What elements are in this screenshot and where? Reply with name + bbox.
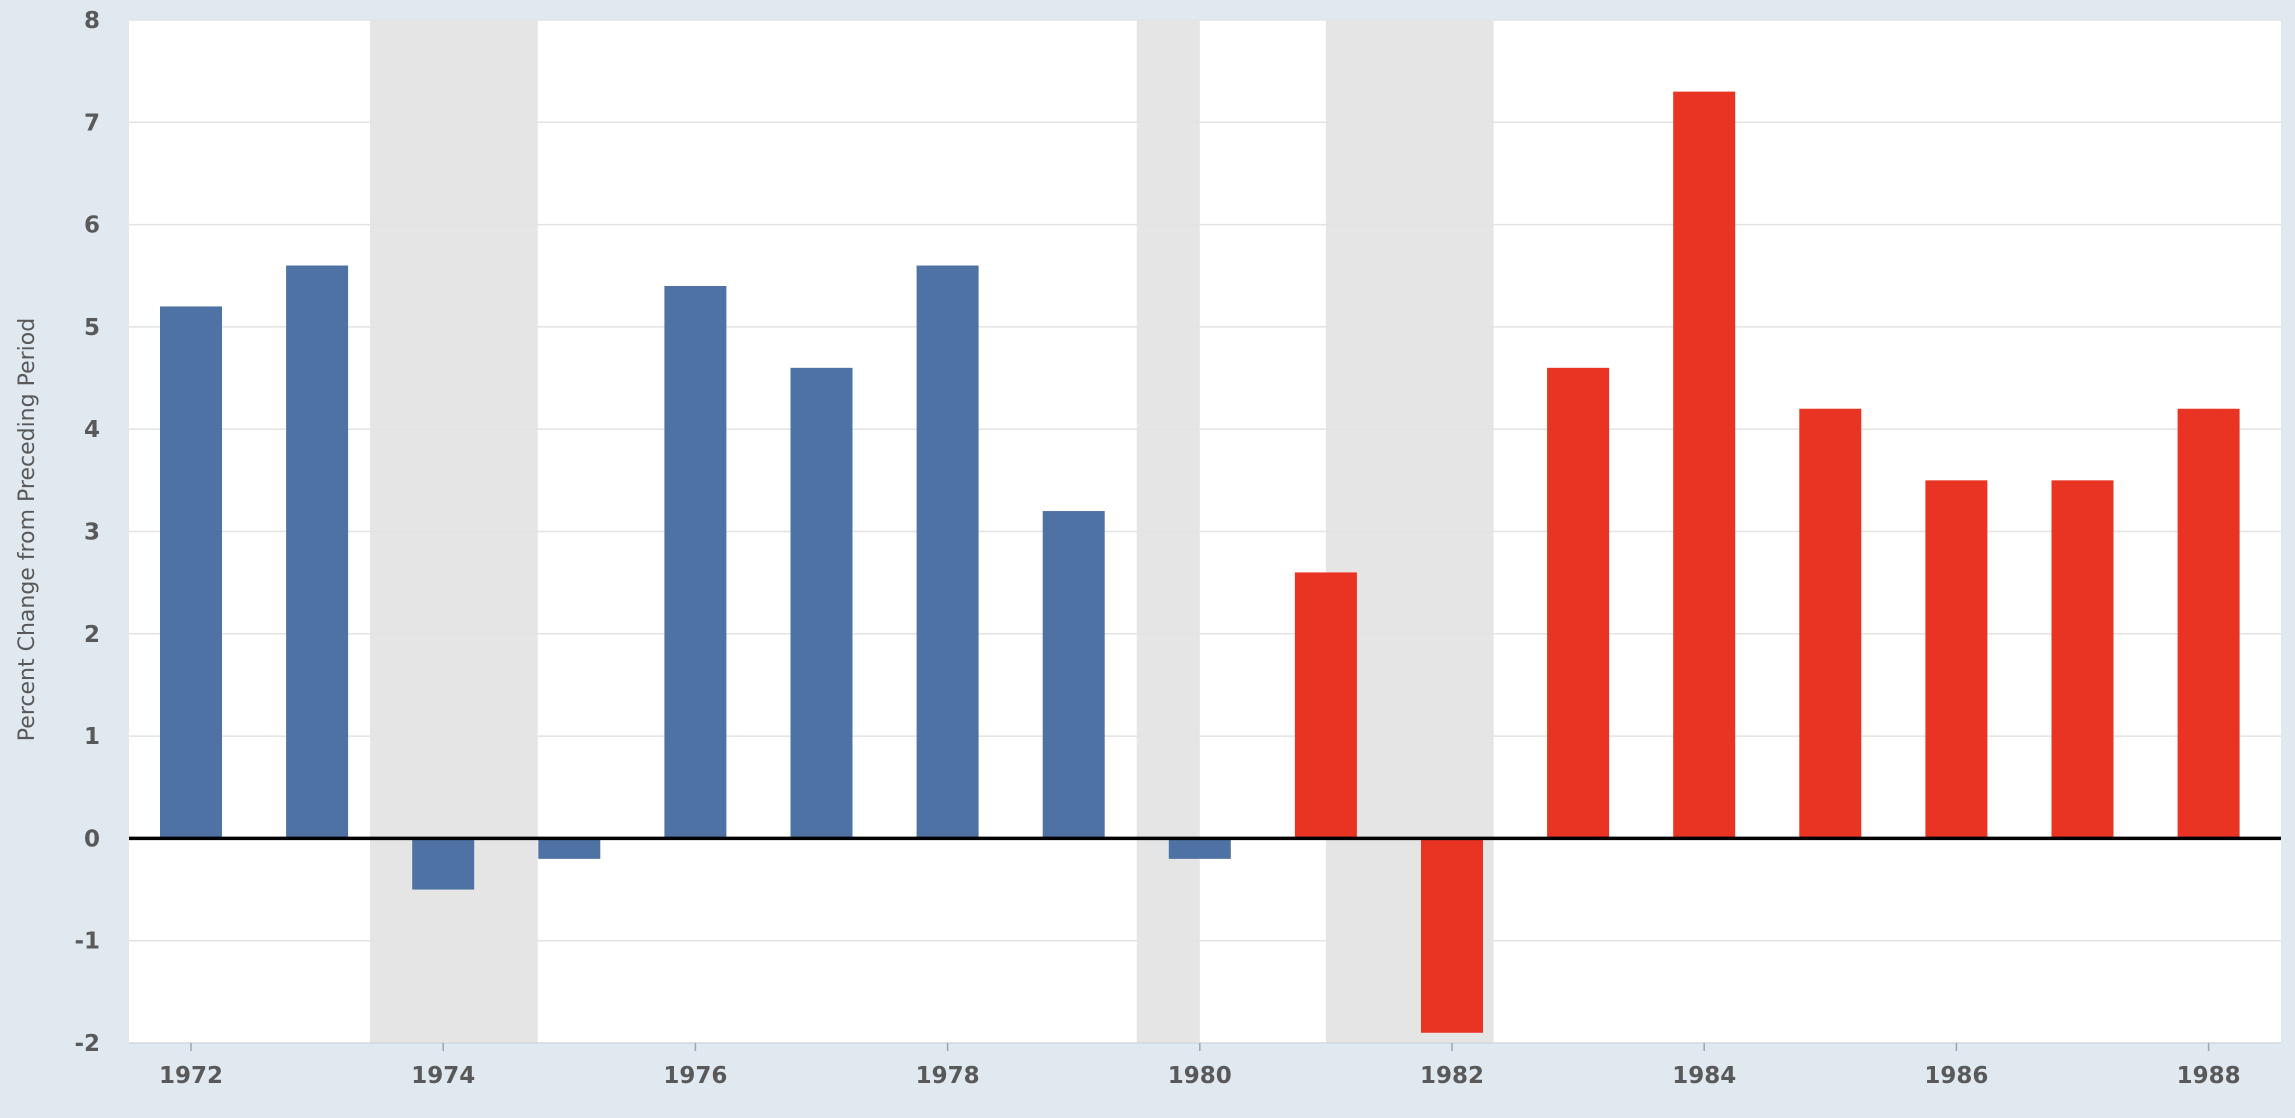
bar-1973 [286, 265, 349, 839]
bars [160, 91, 2240, 1033]
y-tick-label: -2 [74, 1031, 100, 1057]
y-tick-label: 1 [84, 724, 100, 750]
x-tick-label: 1978 [916, 1063, 980, 1089]
x-tick-label: 1976 [663, 1063, 727, 1089]
x-tick-label: 1980 [1168, 1063, 1232, 1089]
x-tick-label: 1974 [411, 1063, 475, 1089]
bar-1985 [1799, 408, 1862, 839]
bar-1975 [538, 838, 601, 859]
y-tick-label: 0 [84, 826, 100, 852]
bar-1977 [790, 367, 853, 839]
x-tick-label: 1972 [159, 1063, 223, 1089]
y-tick-label: 5 [84, 315, 100, 341]
bar-1980 [1168, 838, 1231, 859]
y-tick-label: 8 [84, 8, 100, 34]
bar-1982 [1421, 838, 1483, 1033]
y-tick-label: 7 [84, 110, 100, 136]
bar-1983 [1547, 367, 1610, 839]
bar-1972 [160, 306, 222, 839]
y-tick-label: 3 [84, 520, 100, 546]
y-tick-label: 2 [84, 622, 100, 648]
y-axis-label: Percent Change from Preceding Period [15, 318, 40, 741]
bar-1974 [412, 838, 475, 890]
bar-1986 [1925, 480, 1988, 839]
x-axis-ticks: 1972 1974 1976 1978 1980 1982 1984 1986 1988 [129, 1042, 2281, 1089]
bar-1987 [2051, 480, 2114, 839]
x-tick-label: 1986 [1924, 1063, 1988, 1089]
y-tick-label: 4 [84, 417, 100, 443]
y-tick-label: 6 [84, 213, 100, 239]
x-tick-label: 1984 [1672, 1063, 1736, 1089]
y-axis-ticks: -2 -1 0 1 2 3 4 5 6 7 8 [74, 8, 100, 1057]
bar-1988 [2177, 408, 2240, 839]
x-tick-label: 1982 [1420, 1063, 1484, 1089]
bar-1979 [1042, 511, 1105, 839]
bar-1981 [1294, 572, 1357, 839]
bar-1976 [664, 285, 727, 839]
x-tick-label: 1988 [2177, 1063, 2241, 1089]
y-tick-label: -1 [74, 929, 100, 955]
bar-1978 [916, 265, 979, 839]
bar-1984 [1673, 91, 1736, 839]
